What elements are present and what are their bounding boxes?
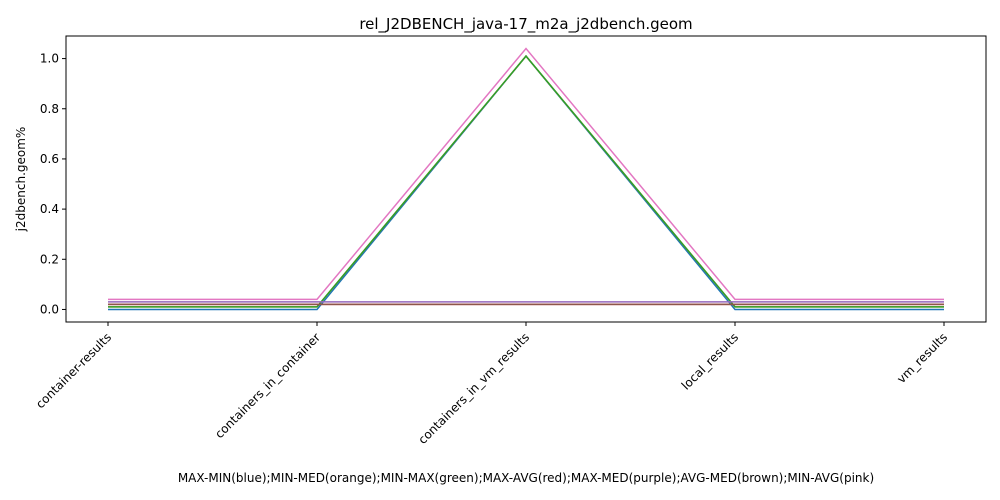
- plot-area: [65, 35, 987, 323]
- x-axis: container-results containers_in_container…: [33, 322, 950, 447]
- y-axis: 0.0 0.2 0.4 0.6 0.8 1.0: [40, 52, 66, 316]
- chart-title: rel_J2DBENCH_java-17_m2a_j2dbench.geom: [359, 15, 692, 34]
- series-line-min-avg: [108, 47, 944, 301]
- x-tick-label: vm_results: [894, 330, 950, 386]
- y-tick-label: 0.0: [40, 302, 59, 316]
- x-tick-label: container-results: [33, 330, 114, 411]
- x-tick-label: containers_in_container: [212, 330, 323, 441]
- x-tick-label: local_results: [679, 330, 741, 392]
- y-axis-label: j2dbench.geom%: [14, 127, 28, 233]
- x-tick-label: containers_in_vm_results: [415, 330, 532, 447]
- series-line-min-med: [108, 54, 944, 308]
- series-line-min-max: [108, 54, 944, 308]
- y-tick-label: 0.4: [40, 202, 59, 216]
- series-layer: [107, 47, 945, 311]
- y-tick-label: 0.2: [40, 252, 59, 266]
- y-tick-label: 1.0: [40, 52, 59, 66]
- series-line-max-min: [108, 54, 944, 311]
- y-tick-label: 0.8: [40, 102, 59, 116]
- y-tick-label: 0.6: [40, 152, 59, 166]
- x-axis-label: MAX-MIN(blue);MIN-MED(orange);MIN-MAX(gr…: [178, 471, 874, 485]
